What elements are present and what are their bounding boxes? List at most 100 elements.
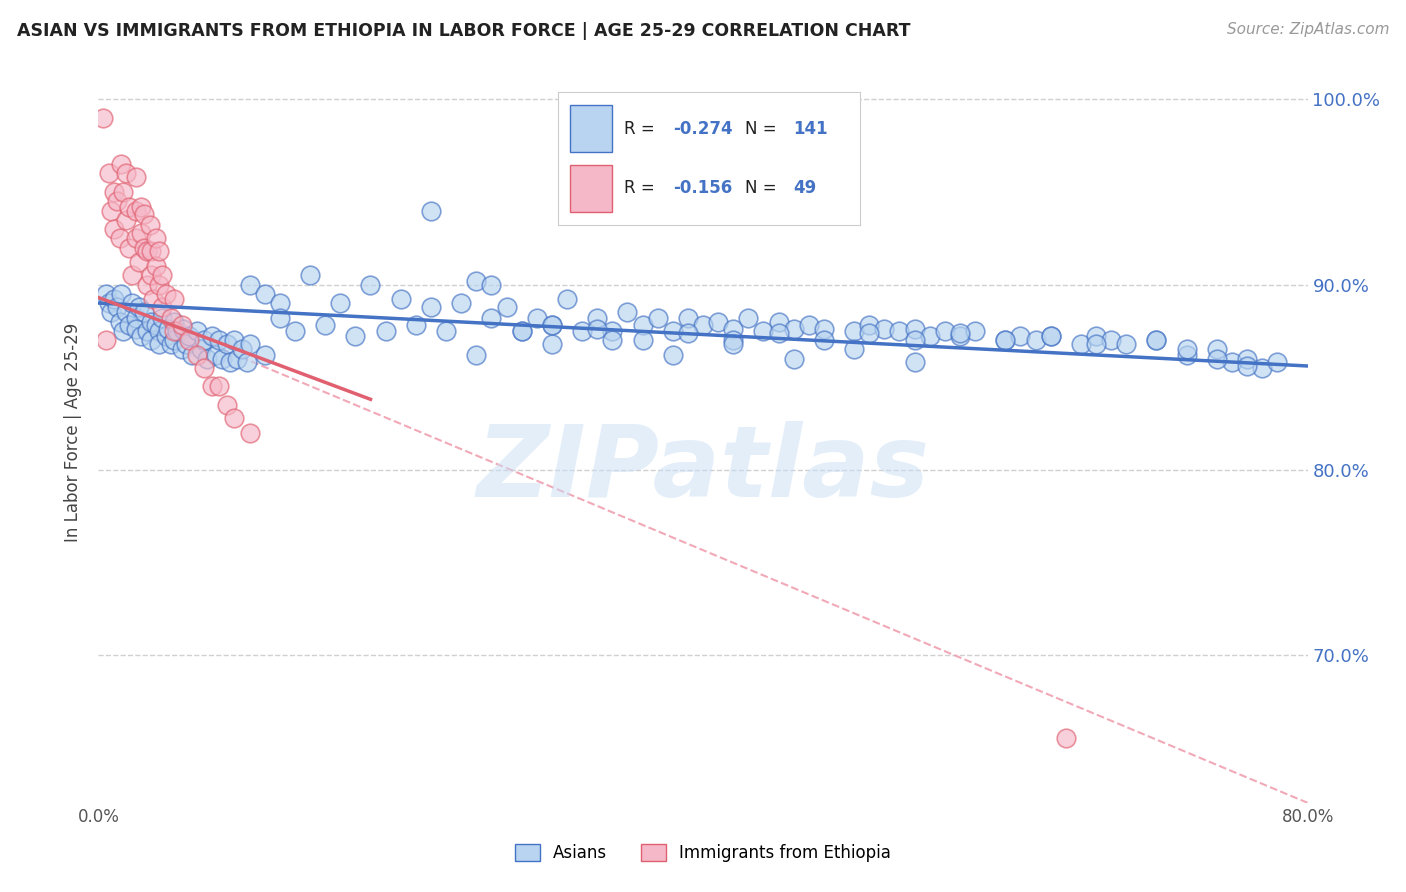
- Point: [783, 322, 806, 336]
- Point: [193, 333, 215, 347]
- Point: [253, 286, 276, 301]
- Point: [676, 326, 699, 340]
- Point: [858, 326, 880, 340]
- Point: [166, 324, 188, 338]
- Point: [1220, 355, 1243, 369]
- Point: [98, 296, 121, 310]
- Point: [602, 324, 624, 338]
- Point: [631, 318, 654, 333]
- Point: [129, 200, 152, 214]
- Point: [1099, 333, 1122, 347]
- Point: [1206, 351, 1229, 366]
- Point: [128, 300, 150, 314]
- Point: [111, 185, 134, 199]
- Point: [121, 268, 143, 283]
- Point: [616, 305, 638, 319]
- Point: [314, 318, 336, 333]
- Point: [94, 286, 117, 301]
- Point: [179, 329, 201, 343]
- Point: [156, 322, 179, 336]
- Point: [1085, 329, 1108, 343]
- Point: [231, 343, 253, 357]
- Point: [858, 318, 880, 333]
- Point: [100, 305, 122, 319]
- Point: [586, 322, 609, 336]
- Point: [215, 398, 238, 412]
- Point: [299, 268, 322, 283]
- Point: [813, 322, 835, 336]
- Point: [108, 231, 131, 245]
- Point: [495, 300, 517, 314]
- Point: [994, 333, 1017, 347]
- Point: [172, 322, 194, 336]
- Point: [215, 336, 238, 351]
- Point: [405, 318, 427, 333]
- Point: [91, 111, 114, 125]
- Point: [163, 324, 186, 338]
- Point: [510, 324, 533, 338]
- Point: [142, 293, 165, 307]
- Point: [783, 351, 806, 366]
- Point: [676, 310, 699, 325]
- Point: [918, 329, 941, 343]
- Point: [723, 336, 745, 351]
- Point: [420, 300, 443, 314]
- Point: [193, 360, 215, 375]
- Text: Source: ZipAtlas.com: Source: ZipAtlas.com: [1226, 22, 1389, 37]
- Point: [135, 277, 157, 292]
- Point: [155, 329, 177, 343]
- Point: [150, 310, 173, 325]
- Point: [201, 329, 224, 343]
- Point: [148, 336, 170, 351]
- Point: [132, 240, 155, 254]
- Point: [813, 333, 835, 347]
- Point: [139, 219, 162, 233]
- Point: [148, 277, 170, 292]
- Point: [904, 355, 927, 369]
- Point: [114, 212, 136, 227]
- Point: [434, 324, 457, 338]
- Point: [190, 343, 212, 357]
- Point: [994, 333, 1017, 347]
- Point: [235, 355, 257, 369]
- Point: [1054, 731, 1077, 745]
- Point: [174, 336, 197, 351]
- Point: [128, 255, 150, 269]
- Point: [1175, 348, 1198, 362]
- Point: [103, 222, 125, 236]
- Point: [163, 293, 186, 307]
- Point: [110, 157, 132, 171]
- Point: [889, 324, 911, 338]
- Point: [239, 277, 262, 292]
- Point: [125, 231, 148, 245]
- Point: [201, 379, 224, 393]
- Point: [752, 324, 775, 338]
- Point: [465, 274, 488, 288]
- Point: [797, 318, 820, 333]
- Y-axis label: In Labor Force | Age 25-29: In Labor Force | Age 25-29: [65, 323, 83, 542]
- Point: [94, 333, 117, 347]
- Text: ZIPatlas: ZIPatlas: [477, 421, 929, 518]
- Point: [1144, 333, 1167, 347]
- Point: [1085, 336, 1108, 351]
- Point: [707, 314, 730, 328]
- Point: [141, 314, 163, 328]
- Point: [160, 310, 183, 325]
- Point: [768, 326, 790, 340]
- Point: [170, 343, 193, 357]
- Point: [208, 379, 231, 393]
- Point: [181, 348, 204, 362]
- Point: [949, 326, 972, 340]
- Point: [904, 333, 927, 347]
- Point: [141, 268, 163, 283]
- Point: [949, 329, 972, 343]
- Point: [110, 286, 132, 301]
- Point: [1115, 336, 1137, 351]
- Point: [465, 348, 488, 362]
- Point: [118, 318, 141, 333]
- Point: [526, 310, 548, 325]
- Point: [540, 318, 562, 333]
- Point: [692, 318, 714, 333]
- Point: [211, 351, 233, 366]
- Point: [135, 244, 157, 259]
